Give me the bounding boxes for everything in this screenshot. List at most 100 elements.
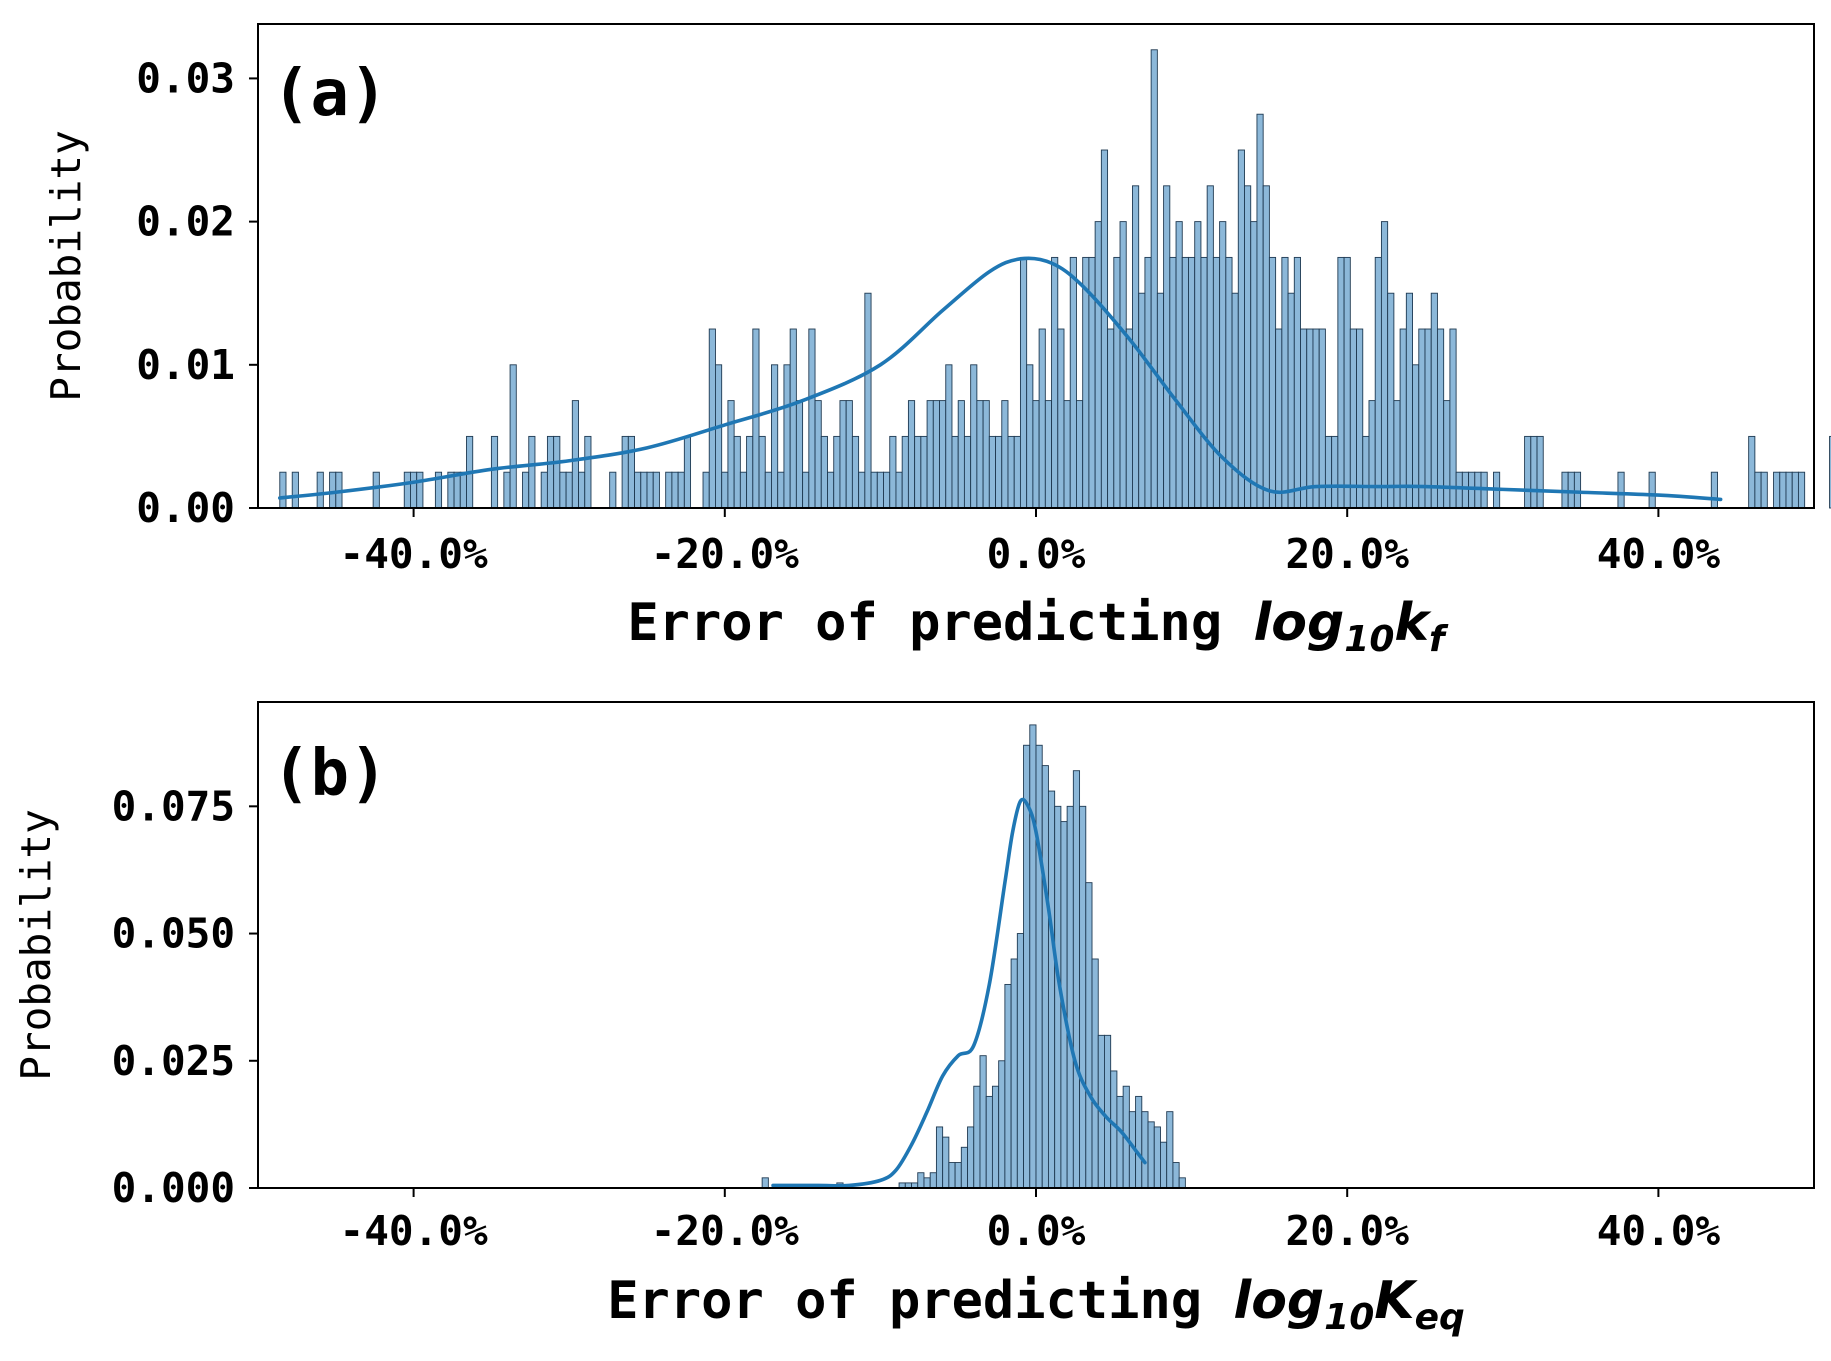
histogram-bar <box>1405 292 1413 509</box>
y-tick-label: 0.00 <box>136 484 235 532</box>
histogram-bar <box>1063 400 1071 509</box>
histogram-bar <box>1113 256 1121 509</box>
histogram-bar <box>1138 292 1146 509</box>
histogram-bar <box>1172 1162 1180 1189</box>
histogram-bars <box>279 49 1831 509</box>
histogram-bar <box>1387 292 1395 509</box>
histogram-bar <box>1085 882 1093 1189</box>
histogram-bar <box>827 471 835 509</box>
histogram-bar <box>802 471 810 509</box>
kde-line <box>771 797 1147 1188</box>
histogram-bar <box>1710 471 1718 509</box>
histogram-bar <box>1312 328 1320 509</box>
histogram-bar <box>1013 435 1021 509</box>
histogram-bar <box>917 1172 925 1189</box>
histogram-bar <box>1007 435 1015 509</box>
x-tick-label: 20.0% <box>1285 1207 1409 1255</box>
histogram-bar <box>1349 328 1357 509</box>
histogram-bar <box>1147 1121 1155 1189</box>
histogram-bar <box>1066 805 1074 1189</box>
histogram-bar <box>1380 221 1389 509</box>
histogram-bar <box>1300 328 1308 509</box>
histogram-bars <box>761 724 1186 1189</box>
histogram-bar <box>1306 328 1314 509</box>
histogram-bar <box>1035 744 1043 1189</box>
histogram-bar <box>1163 185 1171 509</box>
histogram-bar <box>764 471 772 509</box>
histogram-bar <box>851 435 860 509</box>
histogram-bar <box>1268 256 1277 509</box>
histogram-bar <box>988 435 996 509</box>
histogram-bar <box>985 1095 993 1189</box>
histogram-bar <box>976 400 984 509</box>
histogram-bar <box>1791 471 1799 509</box>
histogram-bar <box>839 400 847 509</box>
panel-a: -40.0% -20.0% 0.0% 20.0% 40.0% 0.00 0.01 0.02 0.… <box>42 23 1831 660</box>
histogram-bar <box>883 471 891 509</box>
histogram-bar <box>1135 1095 1143 1189</box>
histogram-bar <box>1119 221 1127 509</box>
panel-label: (a) <box>272 57 388 131</box>
histogram-bar <box>646 471 654 509</box>
histogram-bar <box>708 328 716 509</box>
histogram-bar <box>1019 256 1028 509</box>
histogram-bar <box>1399 328 1407 509</box>
x-tick-label: 40.0% <box>1597 1207 1721 1255</box>
histogram-bar <box>410 471 418 509</box>
histogram-bar <box>490 435 499 509</box>
histogram-bar <box>671 471 679 509</box>
histogram-bar <box>1287 292 1295 509</box>
histogram-bar <box>584 435 592 509</box>
histogram-bar <box>528 435 536 509</box>
histogram-bar <box>1141 1111 1149 1189</box>
histogram-bar <box>1449 328 1457 509</box>
histogram-bar <box>1760 471 1768 509</box>
histogram-bar <box>1082 256 1090 509</box>
x-tick-label: 0.0% <box>987 530 1086 578</box>
histogram-bar <box>1237 149 1245 509</box>
histogram-bar <box>372 471 380 509</box>
histogram-bar <box>1748 435 1756 509</box>
y-tick-label: 0.03 <box>136 54 235 102</box>
histogram-bar <box>914 435 922 509</box>
histogram-bar <box>1424 328 1432 509</box>
histogram-bar <box>1072 770 1081 1189</box>
histogram-bar <box>677 471 685 509</box>
histogram-bar <box>1324 435 1333 509</box>
histogram-bar <box>1032 400 1040 509</box>
histogram-bar <box>1648 471 1656 509</box>
histogram-bar <box>316 471 324 509</box>
histogram-bar <box>1200 256 1208 509</box>
x-tick-label: -40.0% <box>340 530 488 578</box>
histogram-bar <box>1160 1141 1168 1189</box>
x-tick-label: 0.0% <box>987 1207 1086 1255</box>
x-axis-label: Error of predicting log10kf <box>627 593 1449 660</box>
histogram-bar <box>279 471 287 509</box>
histogram-bar <box>416 471 424 509</box>
histogram-bar <box>758 435 766 509</box>
histogram-bar <box>1001 400 1009 509</box>
x-axis-label: Error of predicting log10Keq <box>607 1271 1465 1338</box>
histogram-bar <box>727 400 735 509</box>
histogram-bar <box>942 1136 950 1189</box>
histogram-bar <box>929 1172 937 1189</box>
histogram-bar <box>540 471 548 509</box>
histogram-bar <box>1331 435 1339 509</box>
histogram-bar <box>546 435 555 509</box>
histogram-bar <box>1225 256 1233 509</box>
y-tick-label: 0.050 <box>112 910 235 958</box>
histogram-bar <box>1026 364 1034 509</box>
histogram-bar <box>1281 256 1289 509</box>
histogram-bar <box>1094 221 1102 509</box>
histogram-bar <box>1016 933 1025 1189</box>
histogram-bar <box>1443 400 1451 509</box>
histogram-bar <box>1536 435 1544 509</box>
histogram-bar <box>970 364 978 509</box>
histogram-bar <box>609 471 617 509</box>
histogram-bar <box>1573 471 1582 509</box>
histogram-bar <box>783 364 791 509</box>
histogram-bar <box>553 435 561 509</box>
histogram-bar <box>1194 221 1202 509</box>
histogram-bar <box>923 1177 931 1189</box>
histogram-bar <box>957 400 965 509</box>
